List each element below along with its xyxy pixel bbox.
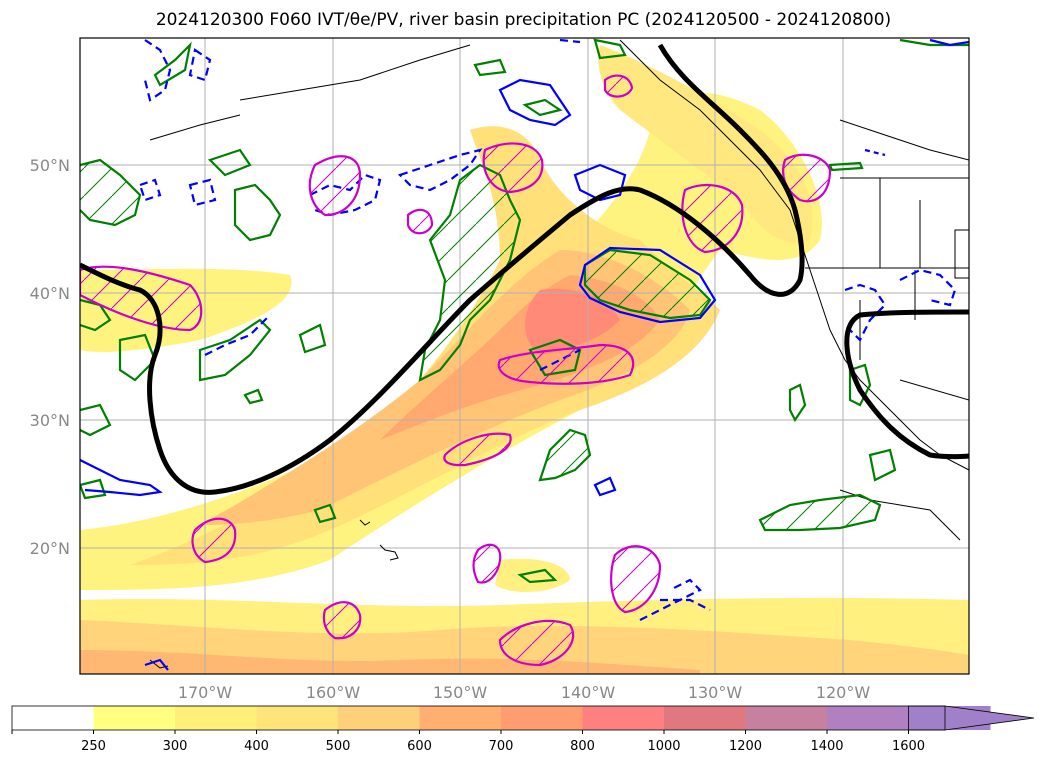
lat-label: 40°N	[30, 284, 70, 303]
lon-label: 130°W	[688, 683, 743, 702]
map-title: 2024120300 F060 IVT/θe/PV, river basin p…	[155, 10, 892, 30]
colorbar-segment	[338, 706, 420, 730]
map-frame	[79, 37, 970, 675]
lat-label: 20°N	[30, 539, 70, 558]
lon-label: 120°W	[816, 683, 871, 702]
colorbar-tick-label: 300	[163, 739, 188, 754]
lon-labels: 170°W 160°W 150°W 140°W 130°W 120°W	[178, 683, 871, 702]
colorbar-segment	[93, 706, 176, 730]
colorbar-segment	[827, 706, 909, 730]
colorbar-tick-label: 500	[326, 739, 351, 754]
colorbar-segment	[501, 706, 583, 730]
colorbar-outline	[11, 705, 946, 731]
colorbar-tick-label: 800	[570, 739, 595, 754]
colorbar-extension	[908, 705, 1035, 731]
lon-label: 160°W	[306, 683, 361, 702]
colorbar-tick-label: 600	[407, 739, 432, 754]
ivt-colorbar: 250 300 400 500 600 700 800 1000 1200 1400 1600	[11, 705, 1035, 754]
precip-pc-contours	[80, 74, 832, 667]
colorbar-tick-label: 1000	[647, 739, 680, 754]
lon-label: 150°W	[433, 683, 488, 702]
colorbar-segment	[745, 706, 828, 730]
colorbar-segment	[175, 706, 257, 730]
colorbar-segment	[419, 706, 502, 730]
colorbar-segment	[664, 706, 746, 730]
lon-label: 170°W	[178, 683, 233, 702]
lat-labels: 50°N 40°N 30°N 20°N	[30, 156, 70, 558]
colorbar-tick-label: 1200	[729, 739, 762, 754]
colorbar-tick-label: 1600	[892, 739, 925, 754]
lon-label: 140°W	[561, 683, 616, 702]
lat-label: 50°N	[30, 156, 70, 175]
colorbar-segment	[12, 706, 94, 730]
colorbar-segment	[256, 706, 339, 730]
colorbar-tick-label: 1400	[810, 739, 843, 754]
pv-negative-contours	[80, 38, 969, 671]
lat-label: 30°N	[30, 411, 70, 430]
theta-e-contours	[80, 43, 969, 495]
colorbar-tick-label: 700	[489, 739, 514, 754]
colorbar-tick-label: 250	[81, 739, 106, 754]
colorbar-segment	[582, 706, 665, 730]
colorbar-tick-label: 400	[244, 739, 269, 754]
